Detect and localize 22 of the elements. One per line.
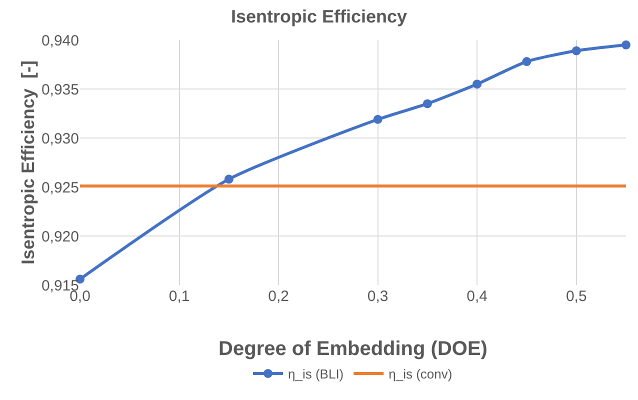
x-tick-label: 0,1 — [168, 288, 190, 305]
y-tick-label: 0,940 — [41, 32, 79, 50]
legend-label: η_is (conv) — [388, 366, 452, 382]
point — [373, 114, 382, 124]
x-tick-label: 0,5 — [566, 288, 587, 305]
y-tick-label: 0,930 — [41, 130, 79, 148]
point — [422, 99, 432, 108]
point — [522, 57, 532, 66]
x-tick-label: 0,3 — [367, 288, 388, 305]
point — [472, 80, 482, 89]
point — [224, 174, 234, 184]
point — [572, 46, 581, 56]
y-axis-title: Isentropic Efficiency [-] — [18, 60, 38, 265]
y-tick-label: 0,925 — [41, 179, 79, 196]
x-axis-title: Degree of Embedding (DOE) — [218, 338, 488, 360]
y-tick-label: 0,920 — [41, 228, 79, 246]
y-tick-label: 0,935 — [41, 81, 79, 98]
x-tick-label: 0,4 — [466, 288, 488, 305]
x-tick-label: 0,2 — [268, 288, 289, 305]
chart-title: Isentropic Efficiency — [230, 6, 408, 27]
legend-label: η_is (BLI) — [288, 366, 344, 382]
point — [622, 40, 630, 50]
